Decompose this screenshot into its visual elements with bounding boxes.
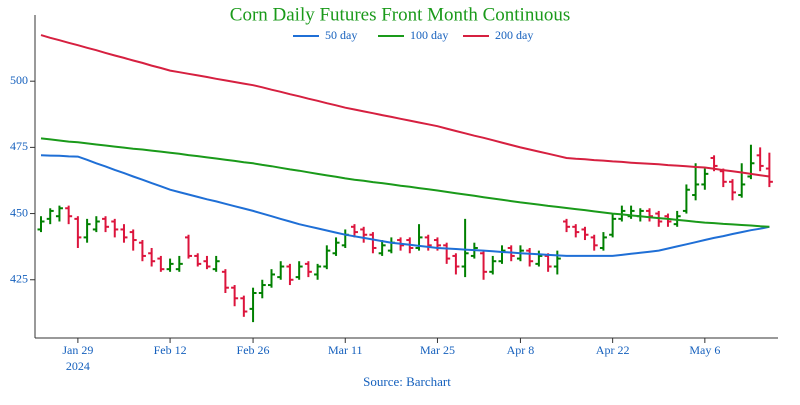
x-tick-label: Jan 29 <box>62 343 93 357</box>
x-tick-label: Mar 25 <box>420 343 455 357</box>
x-tick-label: Apr 8 <box>507 343 535 357</box>
y-tick-label: 500 <box>10 73 28 87</box>
y-tick-label: 475 <box>10 139 28 153</box>
chart-title: Corn Daily Futures Front Month Continuou… <box>230 4 570 25</box>
y-tick-label: 450 <box>10 205 28 219</box>
x-tick-label: May 6 <box>689 343 720 357</box>
legend-label: 200 day <box>495 28 533 42</box>
moving-average-line <box>40 34 770 178</box>
legend-label: 50 day <box>325 28 357 42</box>
x-tick-label: Mar 11 <box>328 343 363 357</box>
x-tick-label: Feb 26 <box>237 343 270 357</box>
moving-average-line <box>40 154 770 257</box>
x-tick-label: Apr 22 <box>596 343 630 357</box>
legend-label: 100 day <box>410 28 448 42</box>
x-tick-label: Feb 12 <box>154 343 187 357</box>
source-note: Source: Barchart <box>363 374 451 389</box>
y-tick-label: 425 <box>10 272 28 286</box>
x-year-label: 2024 <box>66 359 90 373</box>
moving-average-line <box>40 137 770 228</box>
